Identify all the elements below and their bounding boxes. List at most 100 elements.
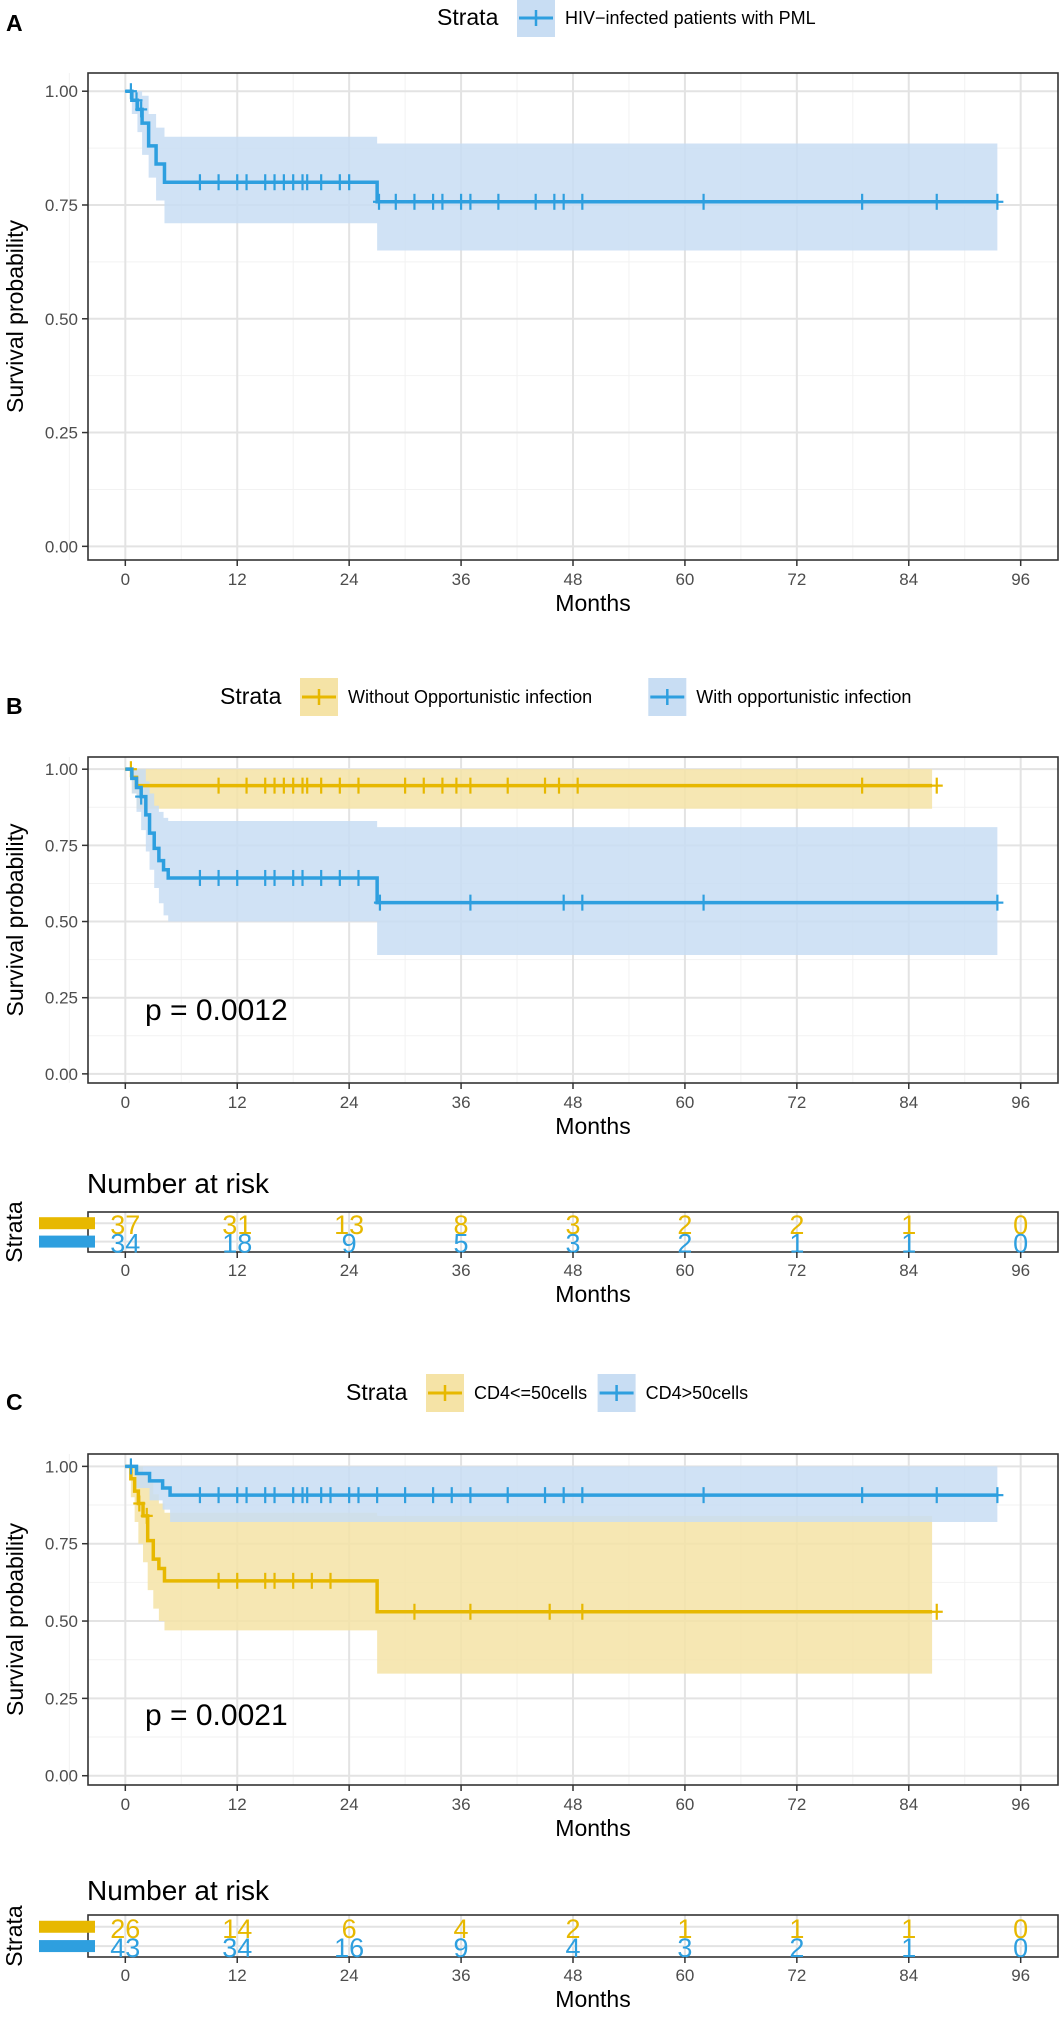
x-tick-label: 24	[340, 1093, 359, 1112]
x-tick-label: 36	[452, 570, 471, 589]
x-tick-label: 36	[452, 1093, 471, 1112]
x-tick-label: 96	[1011, 570, 1030, 589]
x-axis-title: Months	[555, 1113, 630, 1139]
panel-a: A Strata HIV−infected patients with PML 0.0…	[2, 0, 1059, 616]
survival-curve	[125, 767, 998, 905]
plot-area	[68, 72, 1059, 561]
risk-y-axis-title: Strata	[1, 1905, 27, 1967]
legend-label: CD4<=50cells	[474, 1383, 587, 1403]
y-tick-label: 0.25	[45, 424, 78, 443]
x-tick-label: 60	[675, 570, 694, 589]
risk-count: 2	[677, 1229, 692, 1259]
x-tick-label: 84	[899, 1093, 918, 1112]
x-tick-label: 0	[121, 1093, 130, 1112]
y-tick-label: 0.50	[45, 310, 78, 329]
confidence-band	[125, 769, 998, 956]
risk-count: 0	[1013, 1210, 1028, 1240]
x-tick-label: 72	[787, 1795, 806, 1814]
legend-key	[300, 678, 338, 716]
risk-row-legend-bar	[39, 1920, 95, 1933]
legend-title: Strata	[346, 1379, 408, 1405]
x-axis-title: Months	[555, 1815, 630, 1841]
x-tick-label: 84	[899, 1795, 918, 1814]
risk-x-tick-label: 72	[787, 1261, 806, 1280]
risk-count: 2	[677, 1210, 692, 1240]
y-axis-title: Survival probability	[2, 1522, 28, 1716]
risk-row-legend-bar	[39, 1940, 95, 1953]
risk-y-axis-title: Strata	[1, 1201, 27, 1263]
risk-count: 4	[454, 1914, 469, 1944]
y-tick-label: 0.50	[45, 913, 78, 932]
panel-letter: C	[6, 1389, 23, 1415]
legend-key	[648, 678, 687, 716]
y-tick-label: 0.00	[45, 1065, 78, 1084]
risk-x-tick-label: 60	[675, 1966, 694, 1985]
risk-x-tick-label: 0	[121, 1261, 130, 1280]
risk-count: 2	[789, 1210, 804, 1240]
panel-c: C Strata CD4<=50cells CD4>50cells 0.00 0.25 0.…	[1, 1374, 1059, 2012]
x-tick-label: 96	[1011, 1093, 1030, 1112]
risk-x-axis-title: Months	[555, 1281, 630, 1307]
risk-count: 1	[901, 1914, 916, 1944]
confidence-band	[125, 769, 933, 809]
y-tick-label: 1.00	[45, 1457, 78, 1476]
y-tick-label: 0.75	[45, 1535, 78, 1554]
series-1	[124, 1458, 1004, 1504]
y-tick-label: 0.25	[45, 989, 78, 1008]
x-axis-title: Months	[555, 590, 630, 616]
risk-count: 13	[334, 1210, 364, 1240]
x-tick-label: 96	[1011, 1795, 1030, 1814]
y-tick-label: 0.75	[45, 836, 78, 855]
risk-count: 1	[789, 1914, 804, 1944]
y-axis-title: Survival probability	[2, 219, 28, 413]
legend-label: HIV−infected patients with PML	[565, 8, 816, 28]
legend-key	[597, 1374, 636, 1412]
x-tick-label: 60	[675, 1093, 694, 1112]
risk-count: 1	[901, 1210, 916, 1240]
y-tick-label: 1.00	[45, 82, 78, 101]
risk-x-tick-label: 72	[787, 1966, 806, 1985]
risk-count: 3	[565, 1229, 580, 1259]
x-tick-label: 48	[564, 1093, 583, 1112]
risk-x-tick-label: 48	[564, 1966, 583, 1985]
risk-x-tick-label: 96	[1011, 1261, 1030, 1280]
x-tick-label: 12	[228, 570, 247, 589]
panel-b: B Strata Without Opportunistic infection Wi…	[1, 678, 1059, 1307]
survival-curve	[125, 1464, 998, 1497]
x-tick-label: 72	[787, 1093, 806, 1112]
legend-label: With opportunistic infection	[696, 687, 911, 707]
risk-x-tick-label: 60	[675, 1261, 694, 1280]
risk-count: 0	[1013, 1229, 1028, 1259]
legend-key	[517, 0, 555, 37]
risk-count: 3	[565, 1210, 580, 1240]
x-tick-label: 48	[564, 1795, 583, 1814]
x-tick-label: 60	[675, 1795, 694, 1814]
risk-x-tick-label: 12	[228, 1261, 247, 1280]
plot-area	[68, 756, 1059, 1084]
y-axis-title: Survival probability	[2, 823, 28, 1017]
x-tick-label: 12	[228, 1795, 247, 1814]
y-tick-label: 0.25	[45, 1689, 78, 1708]
p-value: p = 0.0021	[145, 1699, 288, 1732]
legend-label: Without Opportunistic infection	[348, 687, 592, 707]
y-tick-label: 0.00	[45, 1767, 78, 1786]
panel-letter: B	[6, 693, 23, 719]
plot-area	[68, 1453, 1059, 1786]
risk-count: 4	[565, 1933, 580, 1963]
legend: Strata Without Opportunistic infection Wit…	[220, 678, 911, 716]
risk-count: 5	[454, 1229, 469, 1259]
risk-count: 1	[677, 1914, 692, 1944]
risk-count: 31	[222, 1210, 252, 1240]
risk-x-tick-label: 24	[340, 1966, 359, 1985]
risk-x-tick-label: 84	[899, 1966, 918, 1985]
risk-x-tick-label: 24	[340, 1261, 359, 1280]
risk-x-tick-label: 36	[452, 1966, 471, 1985]
risk-x-tick-label: 36	[452, 1261, 471, 1280]
panel-letter: A	[6, 10, 23, 36]
risk-count: 14	[222, 1914, 252, 1944]
legend-label: CD4>50cells	[646, 1383, 749, 1403]
risk-table-title: Number at risk	[87, 1168, 270, 1199]
